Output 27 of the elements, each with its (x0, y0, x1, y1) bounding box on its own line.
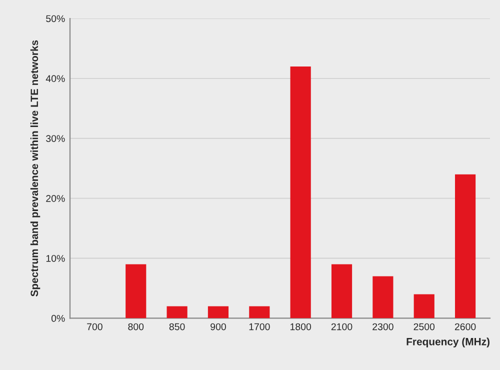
x-tick-label: 1800 (290, 323, 312, 330)
bar (414, 294, 434, 318)
bar (290, 66, 311, 318)
x-tick-label: 800 (128, 323, 144, 330)
x-tick-label: 1700 (249, 323, 270, 330)
y-tick-label: 0% (51, 314, 65, 322)
bar (249, 306, 270, 318)
x-axis-title: Frequency (MHz) (406, 338, 490, 348)
x-tick-label: 2100 (331, 323, 352, 330)
x-tick-label: 850 (169, 323, 185, 330)
y-tick-label: 50% (46, 15, 65, 22)
bar (331, 264, 352, 318)
bar (126, 264, 146, 318)
x-tick-label: 900 (210, 323, 226, 330)
y-tick-label: 40% (46, 75, 65, 82)
x-tick-label: 2600 (454, 323, 476, 330)
y-tick-label: 30% (46, 135, 65, 142)
y-tick-label: 20% (46, 195, 65, 202)
x-tick-label: 2500 (414, 323, 435, 330)
y-tick-label: 10% (46, 254, 65, 262)
bar (455, 174, 476, 318)
bar (372, 276, 394, 318)
y-axis-title: Spectrum band prevalence within live LTE networks (30, 40, 40, 296)
x-tick-label: 2300 (372, 323, 394, 330)
bar (166, 306, 188, 318)
x-tick-label: 700 (87, 323, 102, 330)
bar (208, 306, 229, 318)
